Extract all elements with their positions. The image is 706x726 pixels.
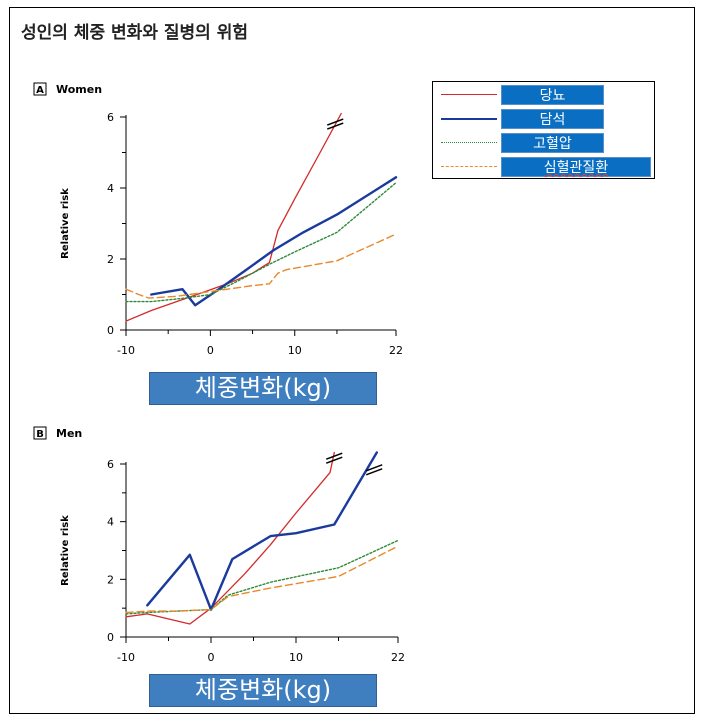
legend-swatch — [441, 118, 497, 120]
page-title: 성인의 체중 변화와 질병의 위험 — [21, 23, 248, 43]
x-axis-label-box-women: 체중변화(kg) — [149, 372, 377, 405]
legend-swatch — [441, 166, 497, 167]
panel-label: A — [36, 85, 44, 96]
legend: 당뇨 담석 고혈압 심혈관질환 — [432, 81, 655, 179]
legend-label: 당뇨 — [501, 85, 604, 105]
legend-item-diabetes: 당뇨 — [433, 84, 654, 106]
legend-label: 담석 — [501, 109, 604, 129]
figure-frame — [9, 7, 695, 714]
panel-title: Women — [56, 83, 102, 96]
y-axis-title: Relative risk — [60, 515, 71, 586]
y-tick-label: 2 — [107, 253, 114, 266]
y-tick-label: 6 — [107, 111, 114, 124]
legend-swatch — [441, 94, 497, 95]
y-tick-label: 4 — [107, 182, 114, 195]
panel-label-box — [33, 82, 47, 96]
legend-item-hypertension: 고혈압 — [433, 132, 654, 154]
x-tick-label: 0 — [207, 344, 214, 357]
x-tick-label: 22 — [391, 651, 405, 664]
x-tick-label: 22 — [389, 344, 403, 357]
panel-label-box — [33, 426, 47, 440]
break-mark-line — [325, 452, 343, 460]
series-line-diabetes — [125, 112, 342, 322]
series-line-hypertension — [125, 181, 397, 303]
y-tick-label: 2 — [107, 573, 114, 586]
legend-label: 심혈관질환 — [501, 157, 651, 177]
x-tick-label: -10 — [117, 344, 135, 357]
series-line-cardiovascular — [125, 233, 397, 299]
x-tick-label: 10 — [288, 344, 302, 357]
series-line-cardiovascular — [125, 545, 399, 614]
break-mark-line — [365, 468, 383, 476]
series-line-gallstones — [146, 451, 378, 611]
break-mark-line — [365, 464, 383, 472]
x-tick-label: -10 — [117, 651, 135, 664]
series-line-hypertension — [125, 539, 399, 615]
y-axis-title: Relative risk — [60, 188, 71, 259]
x-tick-label: 0 — [208, 651, 215, 664]
break-mark-line — [325, 456, 343, 464]
x-tick-label: 10 — [289, 651, 303, 664]
y-tick-label: 0 — [107, 631, 114, 644]
break-mark-line — [326, 118, 344, 126]
legend-label: 고혈압 — [501, 133, 604, 153]
break-mark-line — [326, 122, 344, 130]
y-tick-label: 0 — [107, 324, 114, 337]
legend-swatch — [441, 142, 497, 143]
panel-label: B — [36, 429, 44, 440]
series-line-gallstones — [150, 176, 398, 307]
x-axis-label-box-men: 체중변화(kg) — [149, 674, 377, 707]
panel-title: Men — [56, 427, 82, 440]
y-tick-label: 6 — [107, 458, 114, 471]
y-tick-label: 4 — [107, 516, 114, 529]
series-line-diabetes — [125, 451, 335, 625]
legend-item-gallstones: 담석 — [433, 108, 654, 130]
legend-item-cardiovascular: 심혈관질환 — [433, 156, 654, 178]
